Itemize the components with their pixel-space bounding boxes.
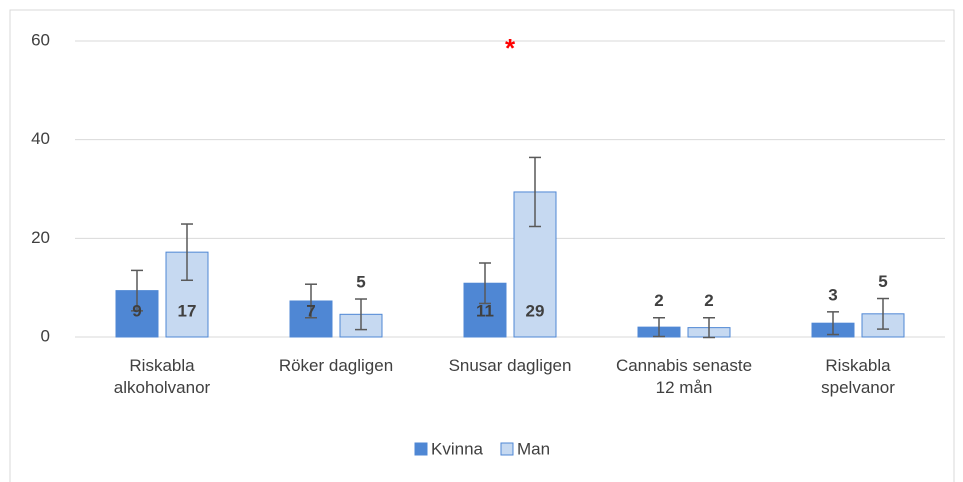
data-label: 17 [178, 301, 197, 320]
data-label: 5 [356, 272, 365, 291]
data-label: 2 [704, 291, 713, 310]
y-tick-label: 60 [31, 30, 50, 49]
x-tick-label: Röker dagligen [278, 356, 394, 375]
data-label: 29 [526, 301, 545, 320]
y-tick-label: 40 [31, 129, 50, 148]
data-label: 9 [132, 301, 141, 320]
x-tick-label: Riskabla alkoholvanor [113, 356, 211, 397]
y-tick-label: 20 [31, 228, 50, 247]
data-label: 3 [828, 285, 837, 304]
x-tick-label: Snusar dagligen [448, 356, 572, 375]
data-label: 2 [654, 291, 663, 310]
bar [289, 300, 333, 338]
x-tick-label: Cannabis senaste 12 mån [615, 356, 753, 397]
y-tick-label: 0 [41, 326, 50, 345]
data-label: 5 [878, 272, 887, 291]
legend-swatch [414, 442, 428, 456]
legend-label: Kvinna [431, 439, 484, 458]
x-tick-label: Riskabla spelvanor [821, 356, 895, 397]
legend-swatch [500, 442, 514, 456]
chart-border [9, 9, 955, 482]
data-label: 7 [306, 301, 315, 320]
legend-label: Man [517, 439, 550, 458]
data-label: 11 [476, 301, 494, 320]
annotation: * [505, 33, 516, 63]
